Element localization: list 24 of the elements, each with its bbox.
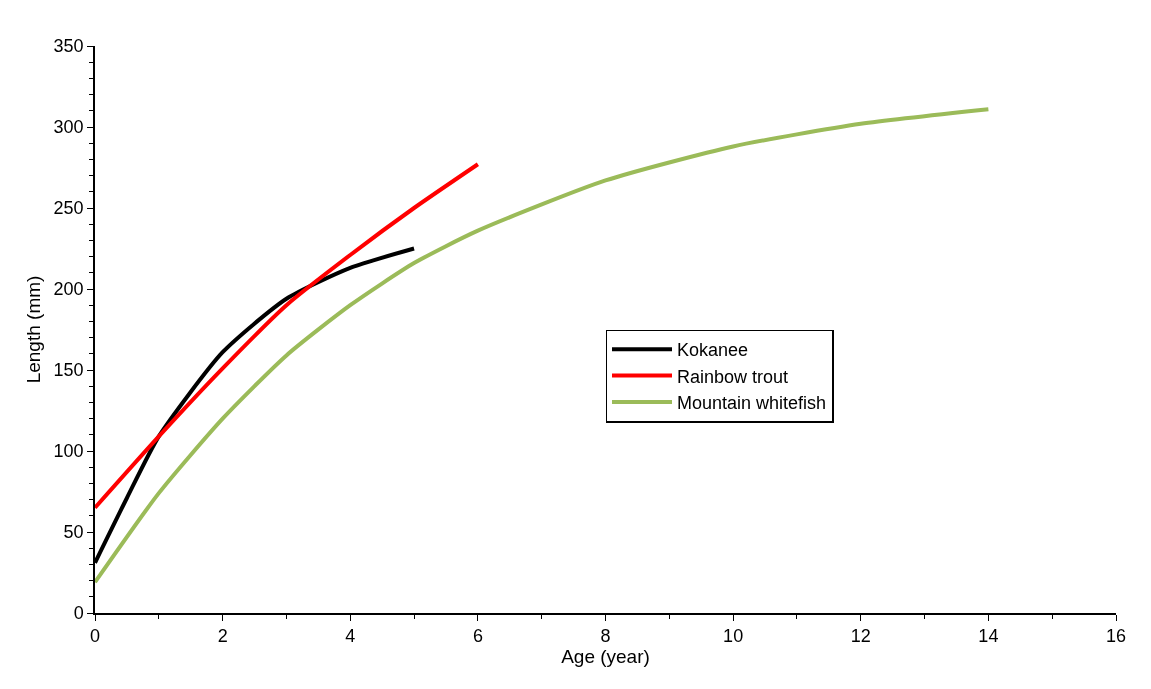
x-tick-label: 10	[723, 626, 744, 647]
x-tick-label: 16	[1105, 626, 1127, 647]
x-axis-title: Age (year)	[561, 646, 650, 668]
y-tick-label: 350	[53, 36, 84, 57]
legend-label: Kokanee	[677, 340, 749, 361]
legend-label: Rainbow trout	[677, 366, 789, 387]
y-axis-title: Length (mm)	[22, 275, 44, 384]
y-tick-label: 100	[53, 441, 84, 462]
y-tick-label: 0	[73, 603, 84, 624]
x-tick-label: 12	[850, 626, 871, 647]
y-tick-label: 250	[53, 198, 84, 219]
y-tick-label: 50	[63, 522, 84, 543]
x-tick-label: 6	[472, 626, 483, 647]
line-series	[95, 107, 991, 585]
x-tick-label: 2	[217, 626, 228, 647]
x-tick-label: 8	[600, 626, 611, 647]
line-series	[95, 162, 480, 510]
x-tick-label: 4	[345, 626, 356, 647]
y-tick-label: 300	[53, 117, 84, 138]
y-tick-label: 150	[53, 360, 84, 381]
x-tick-label: 0	[89, 626, 101, 647]
legend-label: Mountain whitefish	[677, 393, 827, 414]
y-tick-label: 200	[53, 279, 84, 300]
x-tick-label: 14	[978, 626, 999, 647]
